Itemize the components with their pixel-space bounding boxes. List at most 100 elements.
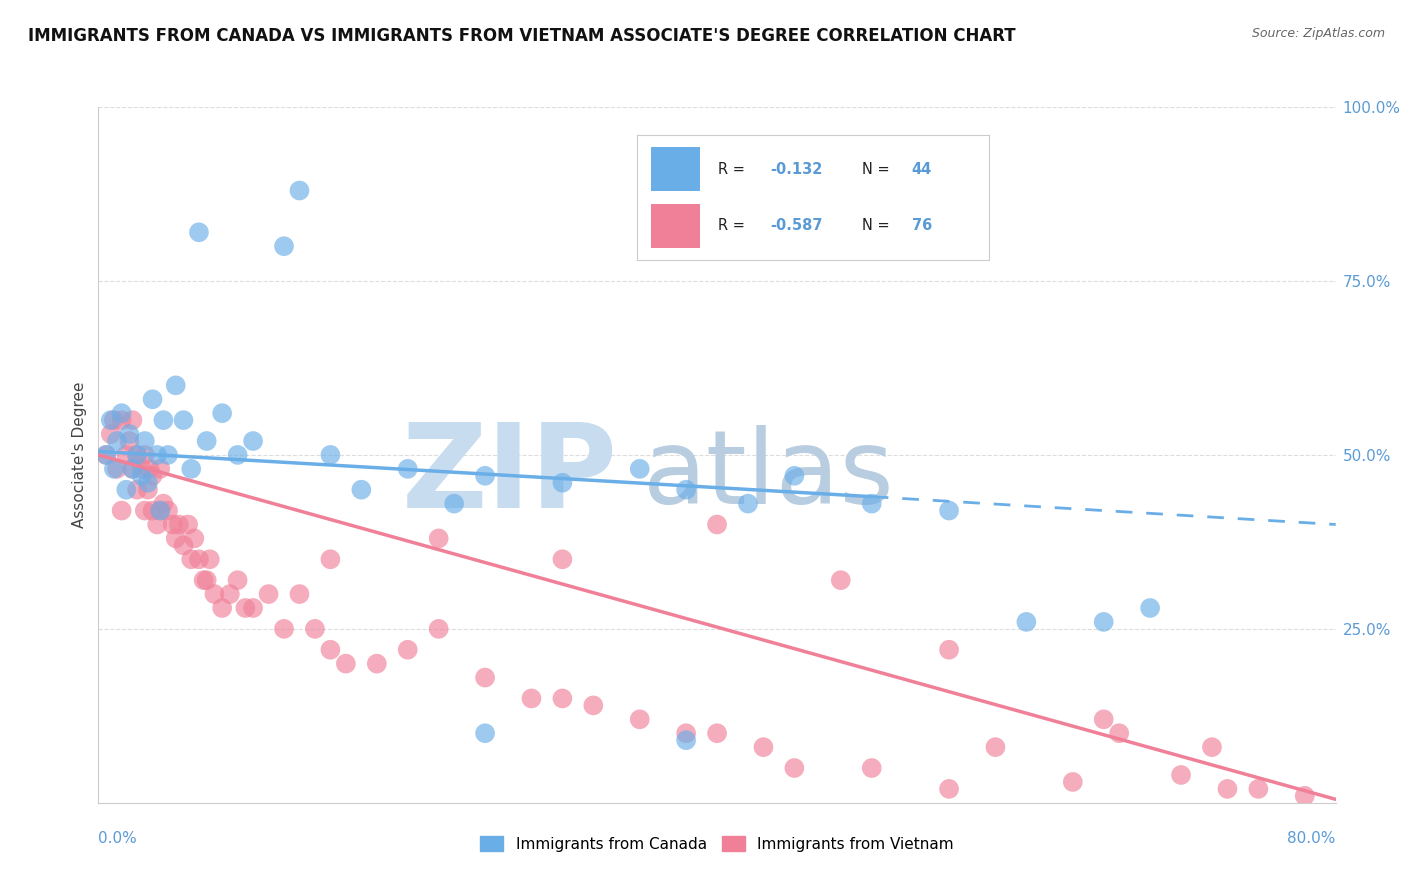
Point [628, 712, 651, 726]
Point [188, 552, 211, 566]
Point [142, 503, 165, 517]
Point [118, 434, 141, 448]
Point [149, 503, 172, 517]
Point [111, 503, 134, 517]
Point [121, 413, 143, 427]
Point [242, 601, 264, 615]
Point [152, 413, 174, 427]
Point [1201, 740, 1223, 755]
Point [165, 532, 187, 546]
Point [938, 503, 960, 517]
Point [121, 462, 143, 476]
Y-axis label: Associate's Degree: Associate's Degree [72, 382, 87, 528]
Point [1139, 601, 1161, 615]
Point [288, 587, 311, 601]
Point [134, 434, 156, 448]
Point [675, 726, 697, 740]
Point [211, 406, 233, 420]
Point [628, 462, 651, 476]
Point [100, 427, 122, 442]
Point [582, 698, 605, 713]
Point [706, 517, 728, 532]
Point [131, 462, 153, 476]
Point [474, 671, 496, 685]
Point [100, 413, 122, 427]
Point [195, 573, 218, 587]
Point [115, 448, 138, 462]
Point [350, 483, 373, 497]
Text: ZIP: ZIP [402, 418, 619, 533]
Point [118, 427, 141, 442]
Point [706, 726, 728, 740]
Point [157, 448, 180, 462]
Point [396, 642, 419, 657]
Point [173, 538, 195, 552]
Point [396, 462, 419, 476]
Point [273, 239, 295, 253]
Point [551, 475, 574, 490]
Point [134, 448, 156, 462]
Point [783, 468, 806, 483]
Point [235, 601, 257, 615]
Point [134, 503, 156, 517]
Point [257, 587, 280, 601]
Point [149, 503, 172, 517]
Point [1294, 789, 1316, 803]
Text: 80.0%: 80.0% [1288, 830, 1336, 846]
Point [165, 378, 187, 392]
Text: IMMIGRANTS FROM CANADA VS IMMIGRANTS FROM VIETNAM ASSOCIATE'S DEGREE CORRELATION: IMMIGRANTS FROM CANADA VS IMMIGRANTS FRO… [28, 27, 1015, 45]
Point [121, 462, 143, 476]
Point [304, 622, 326, 636]
Point [273, 622, 295, 636]
Point [131, 468, 153, 483]
Point [675, 733, 697, 747]
Point [1015, 615, 1038, 629]
Point [105, 434, 128, 448]
Point [242, 434, 264, 448]
Point [860, 761, 883, 775]
Point [152, 497, 174, 511]
Point [474, 726, 496, 740]
Point [138, 462, 160, 476]
Point [830, 573, 852, 587]
Point [127, 448, 149, 462]
Text: Source: ZipAtlas.com: Source: ZipAtlas.com [1251, 27, 1385, 40]
Point [520, 691, 543, 706]
Point [136, 483, 159, 497]
Point [105, 462, 128, 476]
Point [204, 587, 226, 601]
Point [938, 781, 960, 796]
Legend: Immigrants from Canada, Immigrants from Vietnam: Immigrants from Canada, Immigrants from … [474, 830, 960, 858]
Point [1170, 768, 1192, 782]
Point [288, 184, 311, 198]
Point [737, 497, 759, 511]
Point [219, 587, 242, 601]
Point [111, 406, 134, 420]
Point [173, 413, 195, 427]
Point [474, 468, 496, 483]
Point [1108, 726, 1130, 740]
Point [180, 552, 202, 566]
Point [783, 761, 806, 775]
Point [136, 475, 159, 490]
Point [860, 497, 883, 511]
Point [103, 462, 125, 476]
Point [427, 532, 450, 546]
Point [111, 413, 134, 427]
Point [103, 413, 125, 427]
Point [551, 691, 574, 706]
Text: atlas: atlas [643, 425, 894, 526]
Point [115, 483, 138, 497]
Point [1247, 781, 1270, 796]
Point [146, 448, 169, 462]
Point [142, 468, 165, 483]
Point [162, 517, 184, 532]
Point [984, 740, 1007, 755]
Point [551, 552, 574, 566]
Point [443, 497, 465, 511]
Point [157, 503, 180, 517]
Point [938, 642, 960, 657]
Point [142, 392, 165, 407]
Point [188, 225, 211, 239]
Point [149, 462, 172, 476]
